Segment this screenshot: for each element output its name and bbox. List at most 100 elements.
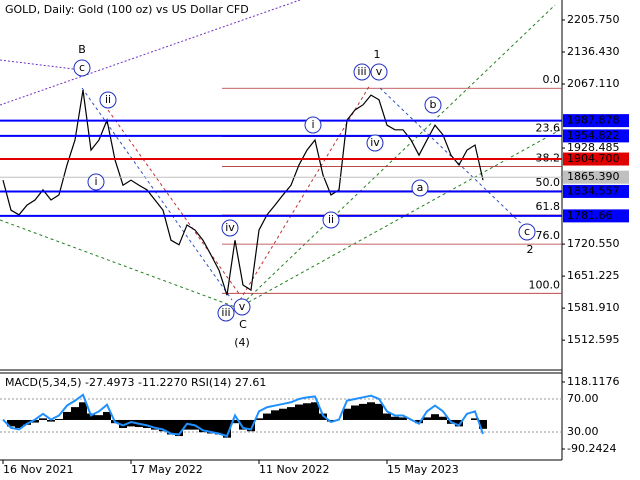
- wave-circle: [73, 59, 91, 77]
- rsi-line: [2, 393, 484, 438]
- macd-bar: [63, 411, 71, 420]
- macd-bar: [423, 417, 431, 420]
- macd-bar: [375, 403, 383, 420]
- wave-label: v: [376, 65, 383, 78]
- macd-bar: [15, 419, 23, 429]
- macd-bar: [247, 419, 255, 432]
- macd-bar: [415, 419, 423, 424]
- wave-line: [107, 109, 241, 296]
- macd-bar: [295, 404, 303, 420]
- wave-label: b: [430, 98, 437, 111]
- price-label-box: [563, 184, 629, 198]
- price-label: 1781.66: [567, 209, 613, 222]
- macd-bar: [255, 418, 263, 420]
- price-label-box: [563, 170, 629, 184]
- x-tick-label: 11 Nov 2022: [259, 463, 329, 476]
- y-tick-label: 1512.595: [567, 333, 620, 346]
- macd-bar: [143, 419, 151, 429]
- macd-bar: [95, 415, 103, 420]
- y2-tick-label: 118.1176: [567, 375, 620, 388]
- macd-bar: [431, 414, 439, 420]
- price-label-box: [563, 114, 629, 128]
- fib-label: 100.0: [529, 278, 561, 291]
- price-label: 1865.390: [567, 170, 620, 183]
- wave-circle: [366, 134, 384, 152]
- wave-circle: [217, 304, 235, 322]
- macd-bar: [47, 419, 55, 422]
- wave-label: v: [239, 300, 246, 313]
- macd-bar: [79, 402, 87, 420]
- indicator-title: MACD(5,34,5) -27.4973 -11.2270 RSI(14) 2…: [5, 376, 266, 389]
- macd-bar: [159, 419, 167, 432]
- macd-bar: [7, 419, 15, 427]
- macd-bar: [303, 403, 311, 420]
- wave-label: 2: [527, 243, 534, 256]
- y-tick-label: 1581.910: [567, 301, 620, 314]
- macd-bar: [175, 419, 183, 437]
- wave-label: c: [524, 225, 530, 238]
- wave-label: (4): [234, 336, 250, 349]
- fib-label: 76.0: [536, 229, 561, 242]
- macd-bar: [31, 419, 39, 423]
- wave-label: c: [79, 61, 85, 74]
- channel-line: [0, 0, 301, 106]
- wave-line: [81, 87, 233, 301]
- macd-bar: [367, 402, 375, 420]
- fib-label: 61.8: [536, 200, 561, 213]
- macd-bar: [39, 418, 47, 420]
- wave-label: i: [311, 118, 314, 131]
- price-line: [2, 89, 484, 296]
- macd-bar: [199, 419, 207, 433]
- y-tick-label: 1720.550: [567, 237, 620, 250]
- y-tick-label: 2205.750: [567, 13, 620, 26]
- macd-bar: [439, 416, 447, 420]
- wave-label: i: [94, 175, 97, 188]
- macd-bar: [103, 411, 111, 420]
- fib-label: 0.0: [543, 73, 561, 86]
- wave-label: C: [239, 318, 247, 331]
- wave-circle: [411, 179, 429, 197]
- macd-bar: [287, 407, 295, 420]
- wave-label: B: [78, 43, 86, 56]
- macd-bar: [263, 413, 271, 420]
- price-label: 1987.878: [567, 114, 620, 127]
- y-tick-label: 2067.110: [567, 77, 620, 90]
- wave-circle: [424, 96, 442, 114]
- y2-tick-label: -90.2424: [567, 442, 616, 455]
- macd-bar: [55, 419, 63, 420]
- price-label: 1954.822: [567, 129, 620, 142]
- macd-bar: [383, 413, 391, 420]
- macd-bar: [343, 408, 351, 420]
- wave-circle: [87, 173, 105, 191]
- macd-bar: [119, 419, 127, 429]
- y-tick-label: 30.00: [567, 425, 599, 438]
- channel-line: [0, 59, 83, 71]
- wave-label: iii: [357, 65, 366, 78]
- x-tick-label: 15 May 2023: [387, 463, 459, 476]
- price-label-box: [563, 152, 629, 166]
- macd-bar: [239, 419, 247, 430]
- wave-label: iii: [221, 306, 230, 319]
- y-tick-label: 1928.485: [567, 141, 620, 154]
- macd-bar: [87, 413, 95, 420]
- price-label-box: [563, 129, 629, 143]
- price-label: 1834.557: [567, 184, 620, 197]
- macd-bar: [455, 419, 463, 427]
- x-tick-label: 17 May 2022: [131, 463, 203, 476]
- macd-bar: [471, 418, 479, 420]
- macd-bar: [23, 419, 31, 425]
- wave-label: a: [417, 181, 424, 194]
- macd-bar: [151, 419, 159, 430]
- wave-circle: [322, 211, 340, 229]
- macd-bar: [215, 419, 223, 435]
- wave-label: iv: [370, 136, 380, 149]
- x-tick-label: 16 Nov 2021: [3, 463, 73, 476]
- macd-bar: [71, 407, 79, 420]
- fib-label: 23.6: [536, 122, 561, 135]
- macd-bar: [167, 419, 175, 435]
- macd-bar: [127, 419, 135, 427]
- wave-circle: [304, 116, 322, 134]
- wave-circle: [518, 223, 536, 241]
